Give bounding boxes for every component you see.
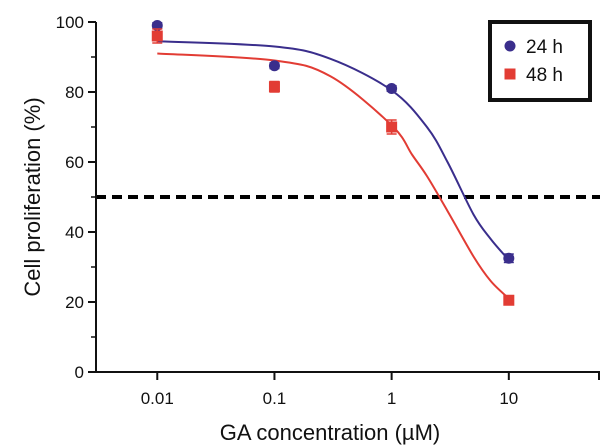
point-24h (386, 83, 398, 94)
point-24h (503, 252, 515, 264)
x-tick-label: 10 (499, 389, 518, 408)
point-48h (503, 294, 515, 306)
point-48h (268, 81, 280, 93)
x-tick-label: 0.1 (263, 389, 287, 408)
point-48h (151, 30, 163, 42)
y-tick-label: 0 (75, 363, 84, 382)
y-tick-label: 40 (65, 223, 84, 242)
legend-label-48h: 48 h (526, 65, 563, 86)
x-axis-title: GA concentration (µM) (220, 420, 441, 445)
fit-curve-24h (157, 40, 510, 261)
x-tick-label: 1 (387, 389, 396, 408)
x-tick-label: 0.01 (141, 389, 174, 408)
y-tick-label: 20 (65, 293, 84, 312)
axes: 0 20 40 60 80 100 0.01 0.1 1 10 (56, 13, 600, 408)
legend-marker-24h (504, 40, 516, 52)
data-points (151, 20, 515, 306)
point-48h (386, 121, 398, 133)
y-tick-label: 60 (65, 153, 84, 172)
y-tick-label: 100 (56, 13, 84, 32)
legend-box (488, 20, 592, 102)
y-tick-label: 80 (65, 83, 84, 102)
fit-curve-48h (157, 52, 510, 300)
y-axis-title: Cell proliferation (%) (20, 97, 45, 296)
legend-label-24h: 24 h (526, 37, 563, 58)
legend-marker-48h (504, 68, 516, 80)
point-24h (268, 60, 280, 72)
fit-curves (157, 40, 510, 300)
legend: 24 h 48 h (488, 20, 592, 102)
